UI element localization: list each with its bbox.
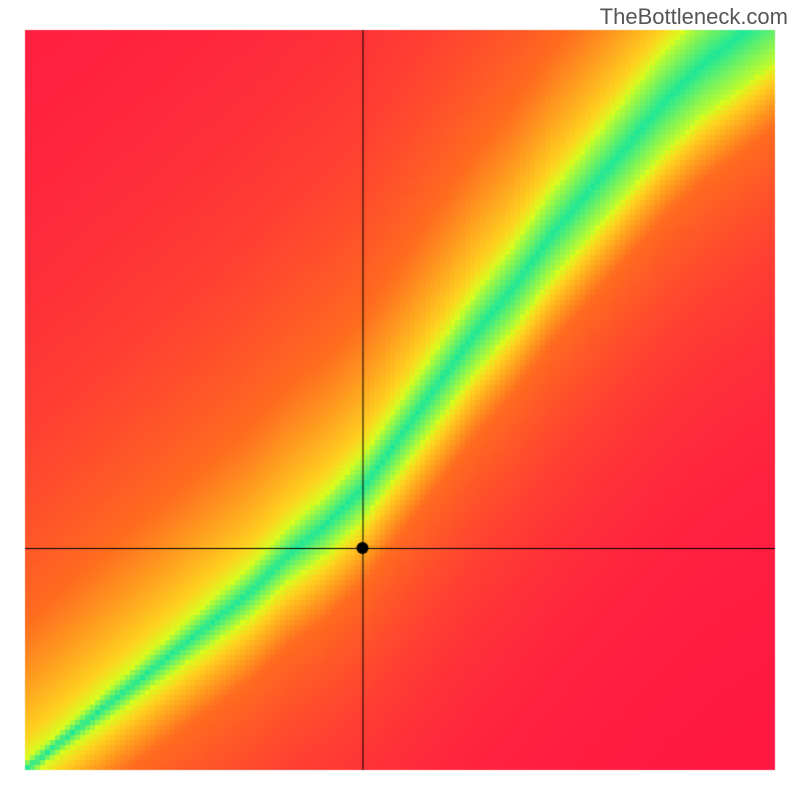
watermark-text: TheBottleneck.com [600, 4, 788, 30]
bottleneck-heatmap [0, 0, 800, 800]
chart-container: TheBottleneck.com [0, 0, 800, 800]
